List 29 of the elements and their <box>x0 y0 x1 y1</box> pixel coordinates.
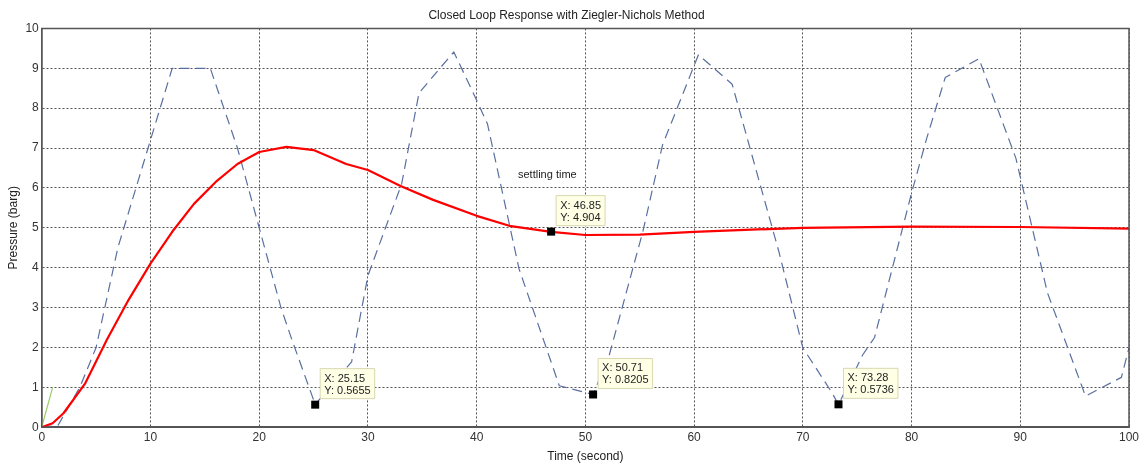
y-tick-label: 0 <box>32 419 40 434</box>
x-tick-label: 70 <box>796 429 810 444</box>
chart-title: Closed Loop Response with Ziegler-Nichols Method <box>428 7 705 22</box>
x-tick-label: 20 <box>252 429 267 444</box>
annotation: X: 46.85 Y: 4.904 <box>560 198 602 223</box>
y-tick-label: 9 <box>32 60 40 75</box>
annotation: X: 50.71 Y: 0.8205 <box>602 361 649 386</box>
x-tick-label: 60 <box>687 429 702 444</box>
x-axis-title: Time (second) <box>547 449 624 464</box>
annotation: settling time <box>517 167 577 180</box>
y-tick-label: 1 <box>32 379 40 394</box>
x-tick-label: 40 <box>469 429 484 444</box>
y-tick-label: 8 <box>32 100 40 115</box>
x-tick-label: 80 <box>904 429 919 444</box>
x-tick-label: 10 <box>143 429 158 444</box>
x-tick-label: 30 <box>361 429 375 444</box>
y-tick-label: 5 <box>32 220 40 235</box>
x-tick-label: 90 <box>1013 429 1028 444</box>
y-tick-label: 7 <box>32 140 40 155</box>
y-tick-label: 4 <box>32 259 40 274</box>
x-tick-label: 100 <box>1118 429 1140 444</box>
y-tick-label: 2 <box>32 339 40 354</box>
annotation: X: 25.15 Y: 0.5655 <box>324 371 371 396</box>
y-tick-label: 10 <box>25 20 40 35</box>
x-tick-label: 50 <box>578 429 593 444</box>
y-tick-label: 6 <box>32 180 40 195</box>
y-tick-label: 3 <box>32 299 40 314</box>
annotation: X: 73.28 Y: 0.5736 <box>847 371 894 396</box>
y-axis-title: Pressure (barg) <box>5 186 20 270</box>
